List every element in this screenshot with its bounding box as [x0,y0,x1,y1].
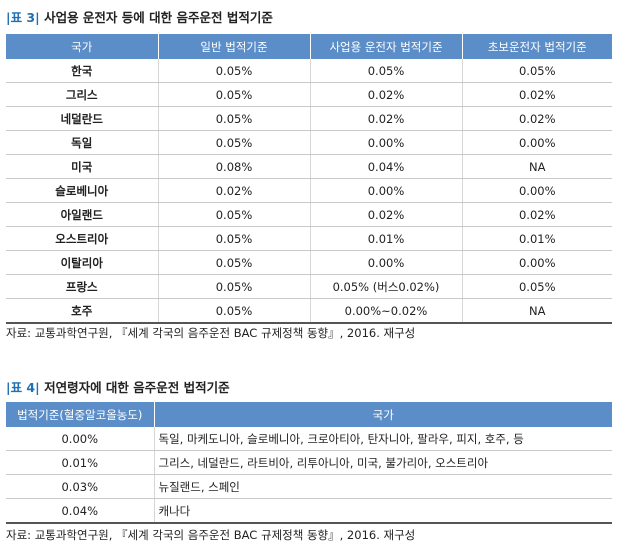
table-cell: 0.02% [157,178,310,203]
table-cell: 0.05% [309,59,462,83]
row-label-cell: 호주 [6,298,158,324]
row-label-cell: 네덜란드 [6,106,158,131]
row-label-cell: 아일랜드 [6,202,158,227]
table-row: 독일 0.05% 0.00% 0.00% [6,130,612,155]
table4-source: 자료: 교통과학연구원, 『세계 각국의 음주운전 BAC 규제정책 동향』, … [6,528,416,542]
table-cell: 0.05% (버스0.02%) [309,274,462,299]
table-cell: 0.05% [157,250,310,275]
legal-limits-table: 국가 일반 법적기준 사업용 운전자 법적기준 초보운전자 법적기준 한국 0.0… [6,34,612,324]
table-cell: 0.02% [309,82,462,107]
table-cell: 0.05% [157,106,310,131]
row-label-cell: 오스트리아 [6,226,158,251]
column-header: 일반 법적기준 [157,34,310,59]
table-cell: 0.08% [157,154,310,179]
caption-label: 표 3 [10,10,36,25]
table-cell: 0.02% [461,202,612,227]
table-cell: 독일, 마케도니아, 슬로베니아, 크로아티아, 탄자니아, 팔라우, 피지, … [153,427,612,451]
table-cell: 0.02% [461,106,612,131]
row-label-cell: 0.01% [6,450,154,475]
table-cell: 0.05% [157,82,310,107]
row-label-cell: 슬로베니아 [6,178,158,203]
table-cell: 0.00% [309,178,462,203]
row-label-cell: 0.03% [6,474,154,499]
table-cell: 0.05% [157,130,310,155]
table-cell: 0.05% [461,59,612,83]
column-header: 법적기준(혈중알코올농도) [6,402,154,427]
row-label-cell: 0.04% [6,498,154,524]
table-header-row: 국가 일반 법적기준 사업용 운전자 법적기준 초보운전자 법적기준 [6,34,612,59]
table-cell: 0.00% [309,130,462,155]
column-header: 사업용 운전자 법적기준 [309,34,462,59]
table-cell: 0.05% [157,59,310,83]
table-cell: 그리스, 네덜란드, 라트비아, 리투아니아, 미국, 불가리아, 오스트리아 [153,450,612,475]
table-row: 0.03% 뉴질랜드, 스페인 [6,474,612,499]
table-cell: 0.00% [461,130,612,155]
caption-bar: | [6,10,11,25]
table-cell: NA [461,154,612,179]
table-row: 호주 0.05% 0.00%~0.02% NA [6,298,612,324]
caption-bar: | [35,10,40,25]
youth-limits-table: 법적기준(혈중알코올농도) 국가 0.00% 독일, 마케도니아, 슬로베니아, … [6,402,612,524]
table-cell: 0.05% [157,202,310,227]
table-row: 아일랜드 0.05% 0.02% 0.02% [6,202,612,227]
table-row: 0.04% 캐나다 [6,498,612,524]
table-cell: 0.00% [461,178,612,203]
table-cell: 0.05% [157,274,310,299]
table-row: 이탈리아 0.05% 0.00% 0.00% [6,250,612,275]
table-cell: 0.05% [157,298,310,324]
table-cell: 0.01% [461,226,612,251]
table-cell: 캐나다 [153,498,612,524]
table-row: 그리스 0.05% 0.02% 0.02% [6,82,612,107]
table-row: 0.00% 독일, 마케도니아, 슬로베니아, 크로아티아, 탄자니아, 팔라우,… [6,427,612,451]
table-cell: 0.00% [461,250,612,275]
table-row: 네덜란드 0.05% 0.02% 0.02% [6,106,612,131]
table-cell: NA [461,298,612,324]
caption-title: 사업용 운전자 등에 대한 음주운전 법적기준 [39,10,273,25]
table-row: 0.01% 그리스, 네덜란드, 라트비아, 리투아니아, 미국, 불가리아, 오… [6,450,612,475]
caption-title: 저연령자에 대한 음주운전 법적기준 [39,380,230,395]
table3-caption: |표 3| 사업용 운전자 등에 대한 음주운전 법적기준 [6,7,273,26]
table-cell: 0.05% [157,226,310,251]
table-header-row: 법적기준(혈중알코올농도) 국가 [6,402,612,427]
table-row: 오스트리아 0.05% 0.01% 0.01% [6,226,612,251]
table-cell: 0.00% [309,250,462,275]
row-label-cell: 독일 [6,130,158,155]
column-header: 국가 [6,34,158,59]
row-label-cell: 프랑스 [6,274,158,299]
table4-caption: |표 4| 저연령자에 대한 음주운전 법적기준 [6,377,230,396]
table-cell: 0.04% [309,154,462,179]
row-label-cell: 한국 [6,59,158,83]
table-row: 한국 0.05% 0.05% 0.05% [6,59,612,83]
table-cell: 뉴질랜드, 스페인 [153,474,612,499]
table-cell: 0.00%~0.02% [309,298,462,324]
table-cell: 0.05% [461,274,612,299]
row-label-cell: 이탈리아 [6,250,158,275]
table3-source: 자료: 교통과학연구원, 『세계 각국의 음주운전 BAC 규제정책 동향』, … [6,326,416,340]
table-row: 슬로베니아 0.02% 0.00% 0.00% [6,178,612,203]
table-cell: 0.01% [309,226,462,251]
row-label-cell: 그리스 [6,82,158,107]
caption-bar: | [35,380,40,395]
table-row: 미국 0.08% 0.04% NA [6,154,612,179]
caption-bar: | [6,380,11,395]
table-row: 프랑스 0.05% 0.05% (버스0.02%) 0.05% [6,274,612,299]
table-cell: 0.02% [461,82,612,107]
table-cell: 0.02% [309,106,462,131]
caption-label: 표 4 [10,380,36,395]
row-label-cell: 0.00% [6,427,154,451]
table-cell: 0.02% [309,202,462,227]
row-label-cell: 미국 [6,154,158,179]
column-header: 초보운전자 법적기준 [461,34,612,59]
column-header: 국가 [153,402,612,427]
